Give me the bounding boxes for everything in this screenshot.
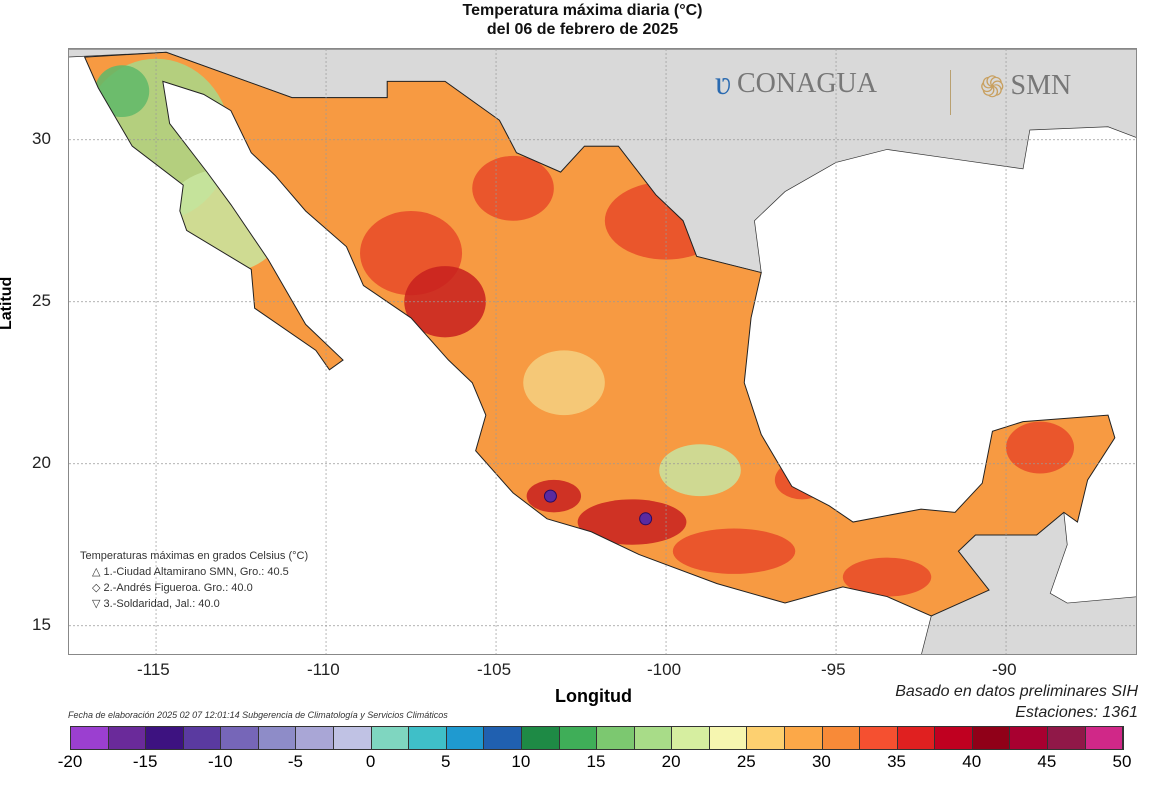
mexico-landmass bbox=[84, 52, 1115, 617]
elaboration-date: Fecha de elaboración 2025 02 07 12:01:14… bbox=[68, 710, 448, 720]
colorbar-bin bbox=[446, 727, 485, 749]
legend-item: ◇ 2.-Andrés Figueroa. Gro.: 40.0 bbox=[80, 580, 308, 596]
colorbar-bin bbox=[747, 727, 785, 749]
legend-heading: Temperaturas máximas en grados Celsius (… bbox=[80, 550, 309, 562]
x-tick: -105 bbox=[477, 660, 512, 679]
colorbar-tick: -20 bbox=[57, 752, 83, 771]
colorbar-tick: 35 bbox=[887, 752, 907, 771]
temperature-region bbox=[1006, 421, 1075, 474]
conagua-wave-icon: ʋ bbox=[715, 65, 731, 102]
x-tick: -100 bbox=[647, 660, 682, 679]
colorbar-tick: 25 bbox=[736, 752, 756, 771]
colorbar-bin bbox=[521, 727, 560, 749]
legend-item: ▽ 3.-Soldaridad, Jal.: 40.0 bbox=[80, 596, 308, 612]
y-tick: 30 bbox=[32, 129, 51, 148]
temperature-region bbox=[472, 155, 554, 221]
colorbar-bin bbox=[860, 727, 898, 749]
station-legend: Temperaturas máximas en grados Celsius (… bbox=[80, 548, 308, 612]
colorbar bbox=[70, 726, 1124, 750]
stations-count: Estaciones: 1361 bbox=[1015, 704, 1138, 721]
legend-item: △ 1.-Ciudad Altamirano SMN, Gro.: 40.5 bbox=[80, 564, 308, 580]
temperature-region bbox=[672, 528, 796, 574]
colorbar-bin bbox=[1048, 727, 1086, 749]
map-subtitle: del 06 de febrero de 2025 bbox=[486, 21, 679, 38]
colorbar-bin bbox=[371, 727, 410, 749]
temperature-region bbox=[842, 557, 932, 597]
colorbar-bin bbox=[897, 727, 936, 749]
triangle-up-icon: △ bbox=[92, 566, 101, 578]
colorbar-bin bbox=[146, 727, 184, 749]
colorbar-bin bbox=[597, 727, 635, 749]
x-tick: -115 bbox=[137, 660, 170, 679]
colorbar-bin bbox=[972, 727, 1011, 749]
colorbar-tick: 0 bbox=[365, 752, 376, 771]
colorbar-bin bbox=[634, 727, 673, 749]
colorbar-tick: 15 bbox=[586, 752, 606, 771]
temperature-region bbox=[659, 444, 741, 497]
station-diamond-marker bbox=[543, 489, 557, 503]
station-triangle-up-marker bbox=[639, 512, 653, 526]
conagua-logo: ʋ CONAGUA bbox=[715, 65, 877, 103]
colorbar-bin bbox=[484, 727, 522, 749]
colorbar-bin bbox=[334, 727, 372, 749]
conagua-text: CONAGUA bbox=[736, 68, 877, 99]
temperature-region bbox=[523, 350, 605, 416]
colorbar-tick: -15 bbox=[132, 752, 158, 771]
colorbar-bin bbox=[108, 727, 147, 749]
mexico-border bbox=[83, 51, 1116, 617]
temperature-region bbox=[577, 499, 687, 545]
colorbar-bin bbox=[1010, 727, 1049, 749]
colorbar-bin bbox=[822, 727, 861, 749]
colorbar-tick: 20 bbox=[661, 752, 681, 771]
y-tick: 25 bbox=[32, 291, 51, 310]
colorbar-bin bbox=[71, 727, 109, 749]
colorbar-bin bbox=[784, 727, 823, 749]
colorbar-tick: 40 bbox=[962, 752, 982, 771]
smn-spiral-icon: ֍ bbox=[980, 71, 1005, 104]
y-tick: 20 bbox=[32, 453, 51, 472]
triangle-down-icon: ▽ bbox=[92, 598, 101, 610]
colorbar-bin bbox=[183, 727, 222, 749]
colorbar-bin bbox=[672, 727, 710, 749]
y-axis-label: Latitud bbox=[0, 276, 15, 330]
map-title: Temperatura máxima diaria (°C) bbox=[462, 2, 703, 19]
diamond-icon: ◇ bbox=[92, 582, 101, 594]
colorbar-bin bbox=[258, 727, 297, 749]
smn-text: SMN bbox=[1010, 69, 1072, 101]
colorbar-bin bbox=[935, 727, 973, 749]
x-tick: -95 bbox=[821, 660, 846, 679]
colorbar-tick: -10 bbox=[207, 752, 233, 771]
legend-text: 3.-Soldaridad, Jal.: 40.0 bbox=[103, 598, 220, 610]
colorbar-bin bbox=[1085, 727, 1124, 749]
y-tick: 15 bbox=[32, 615, 51, 634]
colorbar-tick: 45 bbox=[1037, 752, 1057, 771]
colorbar-bin bbox=[296, 727, 335, 749]
x-tick: -90 bbox=[992, 660, 1017, 679]
colorbar-bin bbox=[559, 727, 598, 749]
temperature-map bbox=[67, 48, 1165, 657]
x-tick: -110 bbox=[307, 660, 340, 679]
colorbar-tick: -5 bbox=[287, 752, 303, 771]
x-axis-label: Longitud bbox=[555, 686, 632, 706]
colorbar-bin bbox=[409, 727, 447, 749]
temperature-region bbox=[94, 65, 150, 118]
colorbar-bin bbox=[221, 727, 259, 749]
colorbar-tick: 50 bbox=[1112, 752, 1132, 771]
legend-text: 1.-Ciudad Altamirano SMN, Gro.: 40.5 bbox=[103, 566, 289, 578]
map-canvas bbox=[67, 48, 1165, 657]
colorbar-tick: 30 bbox=[811, 752, 831, 771]
colorbar-bin bbox=[709, 727, 748, 749]
legend-text: 2.-Andrés Figueroa. Gro.: 40.0 bbox=[103, 582, 253, 594]
smn-logo: ֍ SMN bbox=[980, 65, 1071, 106]
source-note: Basado en datos preliminares SIH bbox=[895, 683, 1138, 700]
colorbar-tick: 10 bbox=[511, 752, 531, 771]
colorbar-tick: 5 bbox=[440, 752, 451, 771]
